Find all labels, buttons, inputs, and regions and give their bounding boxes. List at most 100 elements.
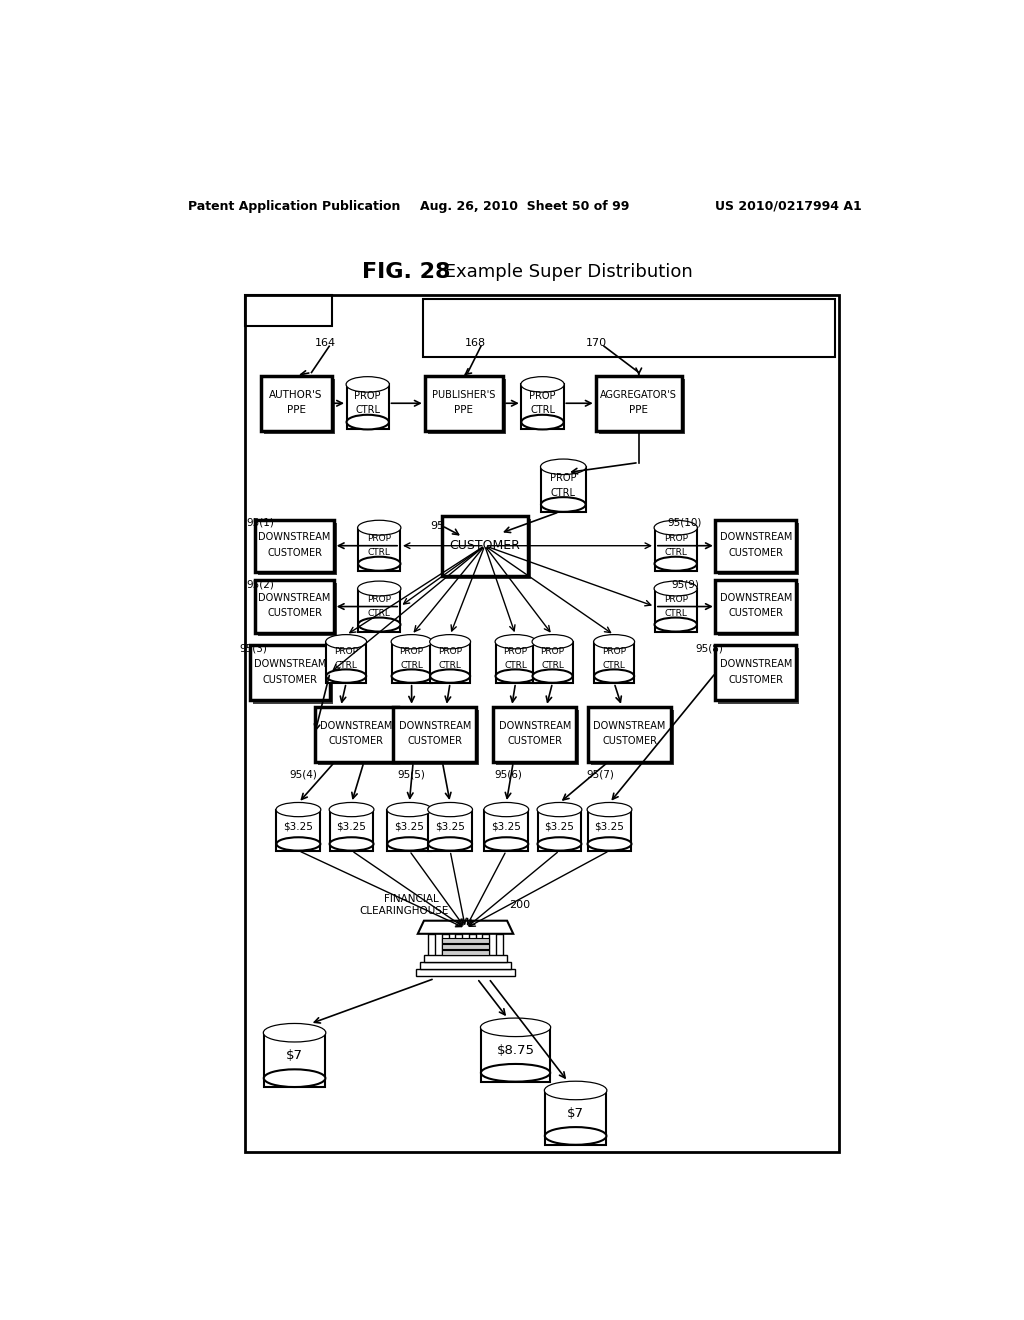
FancyBboxPatch shape (442, 937, 488, 942)
Text: PROP: PROP (504, 648, 527, 656)
Text: DOWNSTREAM: DOWNSTREAM (720, 593, 792, 603)
Ellipse shape (532, 635, 572, 648)
Text: CTRL: CTRL (355, 405, 380, 416)
FancyBboxPatch shape (719, 583, 800, 636)
Text: 95: 95 (430, 520, 444, 531)
Text: FIG. 28: FIG. 28 (361, 261, 451, 281)
FancyBboxPatch shape (314, 706, 397, 762)
FancyBboxPatch shape (428, 935, 435, 969)
Text: DOWNSTREAM: DOWNSTREAM (720, 659, 792, 669)
Ellipse shape (588, 837, 632, 850)
Ellipse shape (428, 837, 472, 850)
Text: CUSTOMER: CUSTOMER (602, 737, 657, 746)
FancyBboxPatch shape (255, 581, 334, 632)
Text: PPE: PPE (287, 405, 305, 416)
Text: $3.25: $3.25 (394, 822, 424, 832)
Ellipse shape (594, 669, 634, 682)
FancyBboxPatch shape (591, 710, 674, 766)
Text: CUSTOMER: CUSTOMER (450, 539, 520, 552)
Ellipse shape (358, 618, 400, 631)
Ellipse shape (387, 803, 431, 816)
Ellipse shape (484, 803, 528, 816)
FancyBboxPatch shape (596, 376, 682, 430)
Text: $8.75: $8.75 (497, 1044, 535, 1056)
Text: 95(1): 95(1) (246, 517, 273, 528)
Ellipse shape (496, 669, 536, 682)
Text: PROP: PROP (354, 391, 381, 400)
Ellipse shape (496, 635, 536, 648)
Ellipse shape (358, 557, 400, 570)
Ellipse shape (326, 669, 367, 682)
Text: 95(4): 95(4) (289, 770, 317, 779)
Ellipse shape (484, 837, 528, 850)
Text: 95(2): 95(2) (246, 579, 273, 589)
Ellipse shape (545, 1127, 606, 1144)
FancyBboxPatch shape (261, 376, 332, 430)
Ellipse shape (545, 1082, 606, 1100)
Ellipse shape (430, 635, 470, 648)
Text: PROP: PROP (550, 473, 577, 483)
FancyBboxPatch shape (428, 379, 506, 434)
Text: PPE: PPE (630, 405, 648, 416)
Ellipse shape (588, 803, 631, 816)
FancyBboxPatch shape (469, 935, 476, 969)
Text: CUSTOMER: CUSTOMER (728, 675, 783, 685)
Ellipse shape (481, 1019, 550, 1036)
Text: CTRL: CTRL (400, 661, 423, 671)
FancyBboxPatch shape (442, 944, 488, 949)
Text: PROP: PROP (368, 535, 391, 544)
FancyBboxPatch shape (258, 523, 337, 576)
FancyBboxPatch shape (425, 376, 503, 430)
FancyBboxPatch shape (258, 583, 337, 636)
FancyBboxPatch shape (482, 935, 489, 969)
FancyBboxPatch shape (719, 648, 800, 704)
Ellipse shape (654, 521, 696, 535)
FancyBboxPatch shape (484, 809, 528, 850)
Text: PROP: PROP (664, 595, 688, 605)
Ellipse shape (538, 837, 582, 850)
Ellipse shape (521, 414, 563, 429)
Text: Patent Application Publication: Patent Application Publication (188, 199, 400, 213)
FancyBboxPatch shape (428, 809, 472, 850)
Text: $3.25: $3.25 (492, 822, 521, 832)
Ellipse shape (387, 837, 431, 850)
Text: DOWNSTREAM: DOWNSTREAM (254, 659, 326, 669)
FancyBboxPatch shape (326, 642, 367, 682)
Ellipse shape (387, 803, 431, 816)
Ellipse shape (392, 635, 431, 648)
Ellipse shape (264, 1024, 326, 1041)
Text: CTRL: CTRL (368, 609, 391, 618)
Text: $3.25: $3.25 (435, 822, 465, 832)
Text: Aug. 26, 2010  Sheet 50 of 99: Aug. 26, 2010 Sheet 50 of 99 (420, 199, 630, 213)
Ellipse shape (532, 635, 572, 648)
Text: PROP: PROP (602, 648, 626, 656)
Ellipse shape (541, 459, 586, 474)
Text: Example Super Distribution: Example Super Distribution (438, 263, 692, 281)
Text: CUSTOMER: CUSTOMER (267, 609, 323, 619)
Ellipse shape (588, 803, 632, 816)
Text: 95(3): 95(3) (240, 643, 267, 653)
FancyBboxPatch shape (481, 1027, 550, 1081)
Text: 95(5): 95(5) (397, 770, 426, 779)
Ellipse shape (430, 669, 470, 682)
FancyBboxPatch shape (716, 520, 797, 572)
Ellipse shape (484, 803, 528, 816)
Ellipse shape (654, 582, 697, 595)
FancyBboxPatch shape (317, 710, 400, 766)
Text: DOWNSTREAM: DOWNSTREAM (499, 721, 571, 731)
Ellipse shape (594, 635, 634, 648)
Ellipse shape (430, 635, 470, 648)
Ellipse shape (276, 803, 321, 816)
Text: CTRL: CTRL (335, 661, 357, 671)
Ellipse shape (346, 414, 389, 429)
FancyBboxPatch shape (496, 642, 536, 682)
Text: PROP: PROP (368, 595, 391, 605)
Ellipse shape (327, 635, 366, 648)
Ellipse shape (538, 803, 582, 816)
Text: 95(8): 95(8) (695, 643, 724, 653)
FancyBboxPatch shape (253, 648, 334, 704)
Ellipse shape (654, 520, 697, 535)
Text: DOWNSTREAM: DOWNSTREAM (398, 721, 471, 731)
Ellipse shape (654, 557, 697, 570)
Text: PROP: PROP (334, 648, 358, 656)
